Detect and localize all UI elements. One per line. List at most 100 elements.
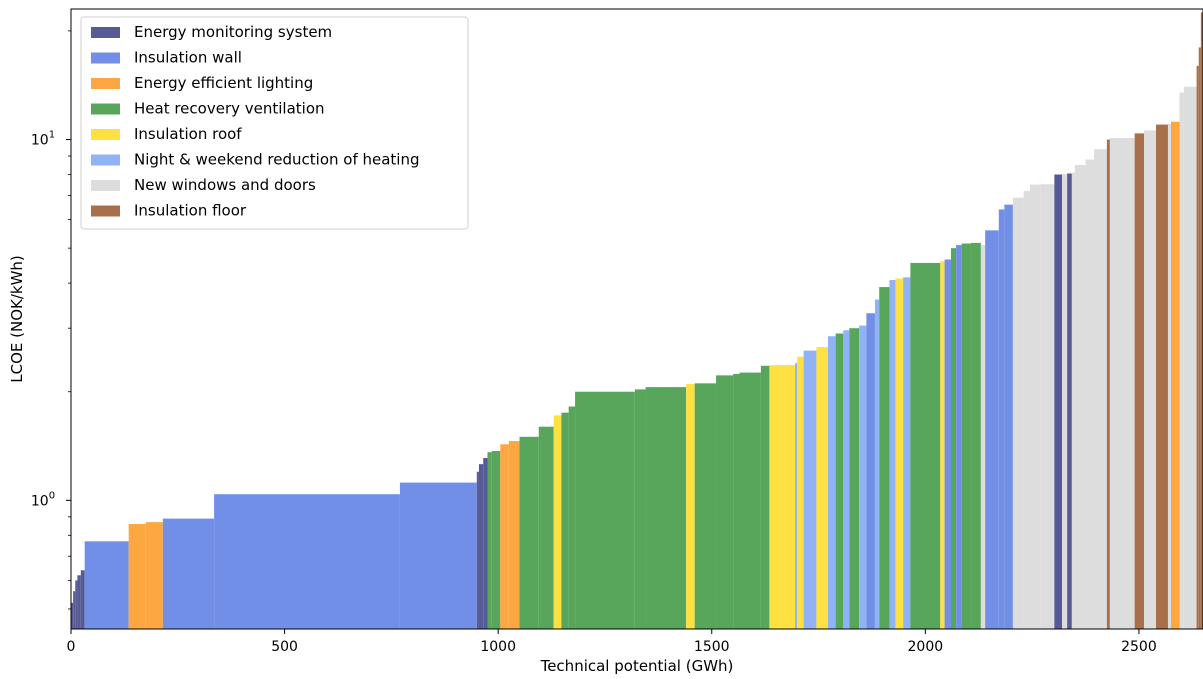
bar-76 bbox=[1170, 121, 1180, 629]
bar-29 bbox=[733, 373, 740, 629]
bar-60 bbox=[1023, 191, 1030, 629]
x-tick-label-0: 0 bbox=[67, 639, 76, 655]
bar-81 bbox=[1200, 12, 1203, 629]
bar-56 bbox=[985, 230, 999, 629]
bar-78 bbox=[1183, 86, 1197, 630]
x-axis: 0 500 1000 1500 2000 2500 bbox=[67, 629, 1157, 655]
y-axis: 100 101 bbox=[31, 30, 71, 610]
bar-25 bbox=[645, 387, 687, 629]
x-tick-label-3: 1500 bbox=[694, 639, 730, 655]
bar-46 bbox=[895, 278, 904, 629]
bar-15 bbox=[491, 451, 501, 629]
bar-58 bbox=[1004, 204, 1013, 629]
bar-45 bbox=[889, 280, 896, 629]
legend-swatch-6 bbox=[91, 180, 120, 191]
bar-22 bbox=[568, 406, 576, 629]
x-tick-label-4: 2000 bbox=[908, 639, 944, 655]
bar-33 bbox=[795, 363, 798, 629]
bar-37 bbox=[827, 336, 836, 629]
bar-43 bbox=[874, 299, 880, 629]
bar-49 bbox=[940, 261, 945, 629]
bar-8 bbox=[162, 518, 215, 629]
bar-70 bbox=[1106, 139, 1110, 629]
bar-3 bbox=[77, 575, 81, 629]
bar-18 bbox=[519, 436, 539, 629]
bar-14 bbox=[487, 452, 492, 629]
legend-swatch-1 bbox=[91, 52, 120, 64]
bar-12 bbox=[478, 464, 484, 629]
legend-box bbox=[80, 16, 469, 230]
bar-24 bbox=[634, 389, 646, 629]
bar-2 bbox=[75, 580, 78, 629]
bar-11 bbox=[476, 471, 479, 629]
bar-72 bbox=[1134, 133, 1145, 629]
bar-0 bbox=[71, 602, 74, 629]
legend-label-5: Night & weekend reduction of heating bbox=[134, 151, 420, 169]
bar-47 bbox=[903, 277, 911, 629]
bar-67 bbox=[1074, 164, 1086, 630]
bar-38 bbox=[835, 333, 844, 629]
bar-63 bbox=[1054, 174, 1063, 630]
bar-35 bbox=[803, 350, 817, 629]
legend-swatch-4 bbox=[91, 129, 120, 140]
legend-label-1: Insulation wall bbox=[134, 49, 242, 67]
bar-7 bbox=[145, 522, 163, 629]
bar-79 bbox=[1196, 65, 1199, 630]
bar-6 bbox=[128, 523, 146, 629]
y-axis-label: LCOE (NOK/kWh) bbox=[8, 255, 26, 383]
bar-65 bbox=[1067, 173, 1072, 629]
legend-swatch-3 bbox=[91, 103, 120, 115]
bar-54 bbox=[971, 242, 981, 629]
bar-59 bbox=[1012, 197, 1024, 630]
bar-28 bbox=[716, 375, 734, 629]
plot-area-frame bbox=[70, 8, 1203, 630]
bar-74 bbox=[1156, 124, 1168, 629]
bar-64 bbox=[1062, 174, 1068, 629]
bar-48 bbox=[910, 262, 941, 629]
bar-66 bbox=[1071, 172, 1075, 630]
bar-75 bbox=[1167, 123, 1171, 630]
bar-1 bbox=[73, 591, 76, 629]
bar-21 bbox=[561, 412, 569, 629]
bar-52 bbox=[956, 245, 962, 630]
bar-31 bbox=[760, 365, 770, 629]
legend-label-6: New windows and doors bbox=[134, 176, 316, 194]
legend-swatch-7 bbox=[91, 205, 120, 217]
bar-42 bbox=[866, 313, 875, 629]
y-tick-label-1: 101 bbox=[31, 130, 55, 149]
bar-9 bbox=[214, 494, 400, 629]
bar-55 bbox=[980, 245, 986, 630]
x-tick-label-5: 2500 bbox=[1121, 639, 1157, 655]
legend-swatch-2 bbox=[91, 78, 120, 89]
bar-44 bbox=[879, 287, 890, 629]
bar-53 bbox=[961, 243, 972, 629]
bar-10 bbox=[399, 482, 477, 629]
x-tick-label-1: 500 bbox=[271, 639, 298, 655]
bar-30 bbox=[739, 372, 761, 629]
legend-label-7: Insulation floor bbox=[134, 202, 247, 220]
x-axis-label: Technical potential (GWh) bbox=[540, 657, 734, 675]
bar-17 bbox=[508, 441, 520, 629]
legend-label-3: Heat recovery ventilation bbox=[134, 100, 325, 118]
bar-50 bbox=[944, 259, 951, 629]
legend-swatch-5 bbox=[91, 154, 120, 166]
bar-19 bbox=[538, 426, 554, 629]
bar-62 bbox=[1040, 184, 1055, 629]
bar-13 bbox=[483, 458, 488, 629]
x-tick-label-2: 1000 bbox=[480, 639, 516, 655]
bar-5 bbox=[84, 541, 129, 629]
bar-57 bbox=[998, 209, 1005, 629]
bar-32 bbox=[769, 365, 796, 629]
legend-swatch-0 bbox=[91, 27, 120, 38]
bar-39 bbox=[843, 330, 850, 629]
bar-16 bbox=[500, 444, 509, 629]
legend-label-4: Insulation roof bbox=[134, 125, 242, 143]
bar-34 bbox=[797, 356, 804, 629]
bar-73 bbox=[1144, 130, 1157, 629]
bar-69 bbox=[1094, 149, 1107, 629]
bar-36 bbox=[816, 347, 828, 629]
bars-group bbox=[71, 12, 1203, 630]
bar-4 bbox=[80, 570, 85, 629]
bar-71 bbox=[1109, 137, 1135, 629]
bar-51 bbox=[950, 248, 957, 629]
